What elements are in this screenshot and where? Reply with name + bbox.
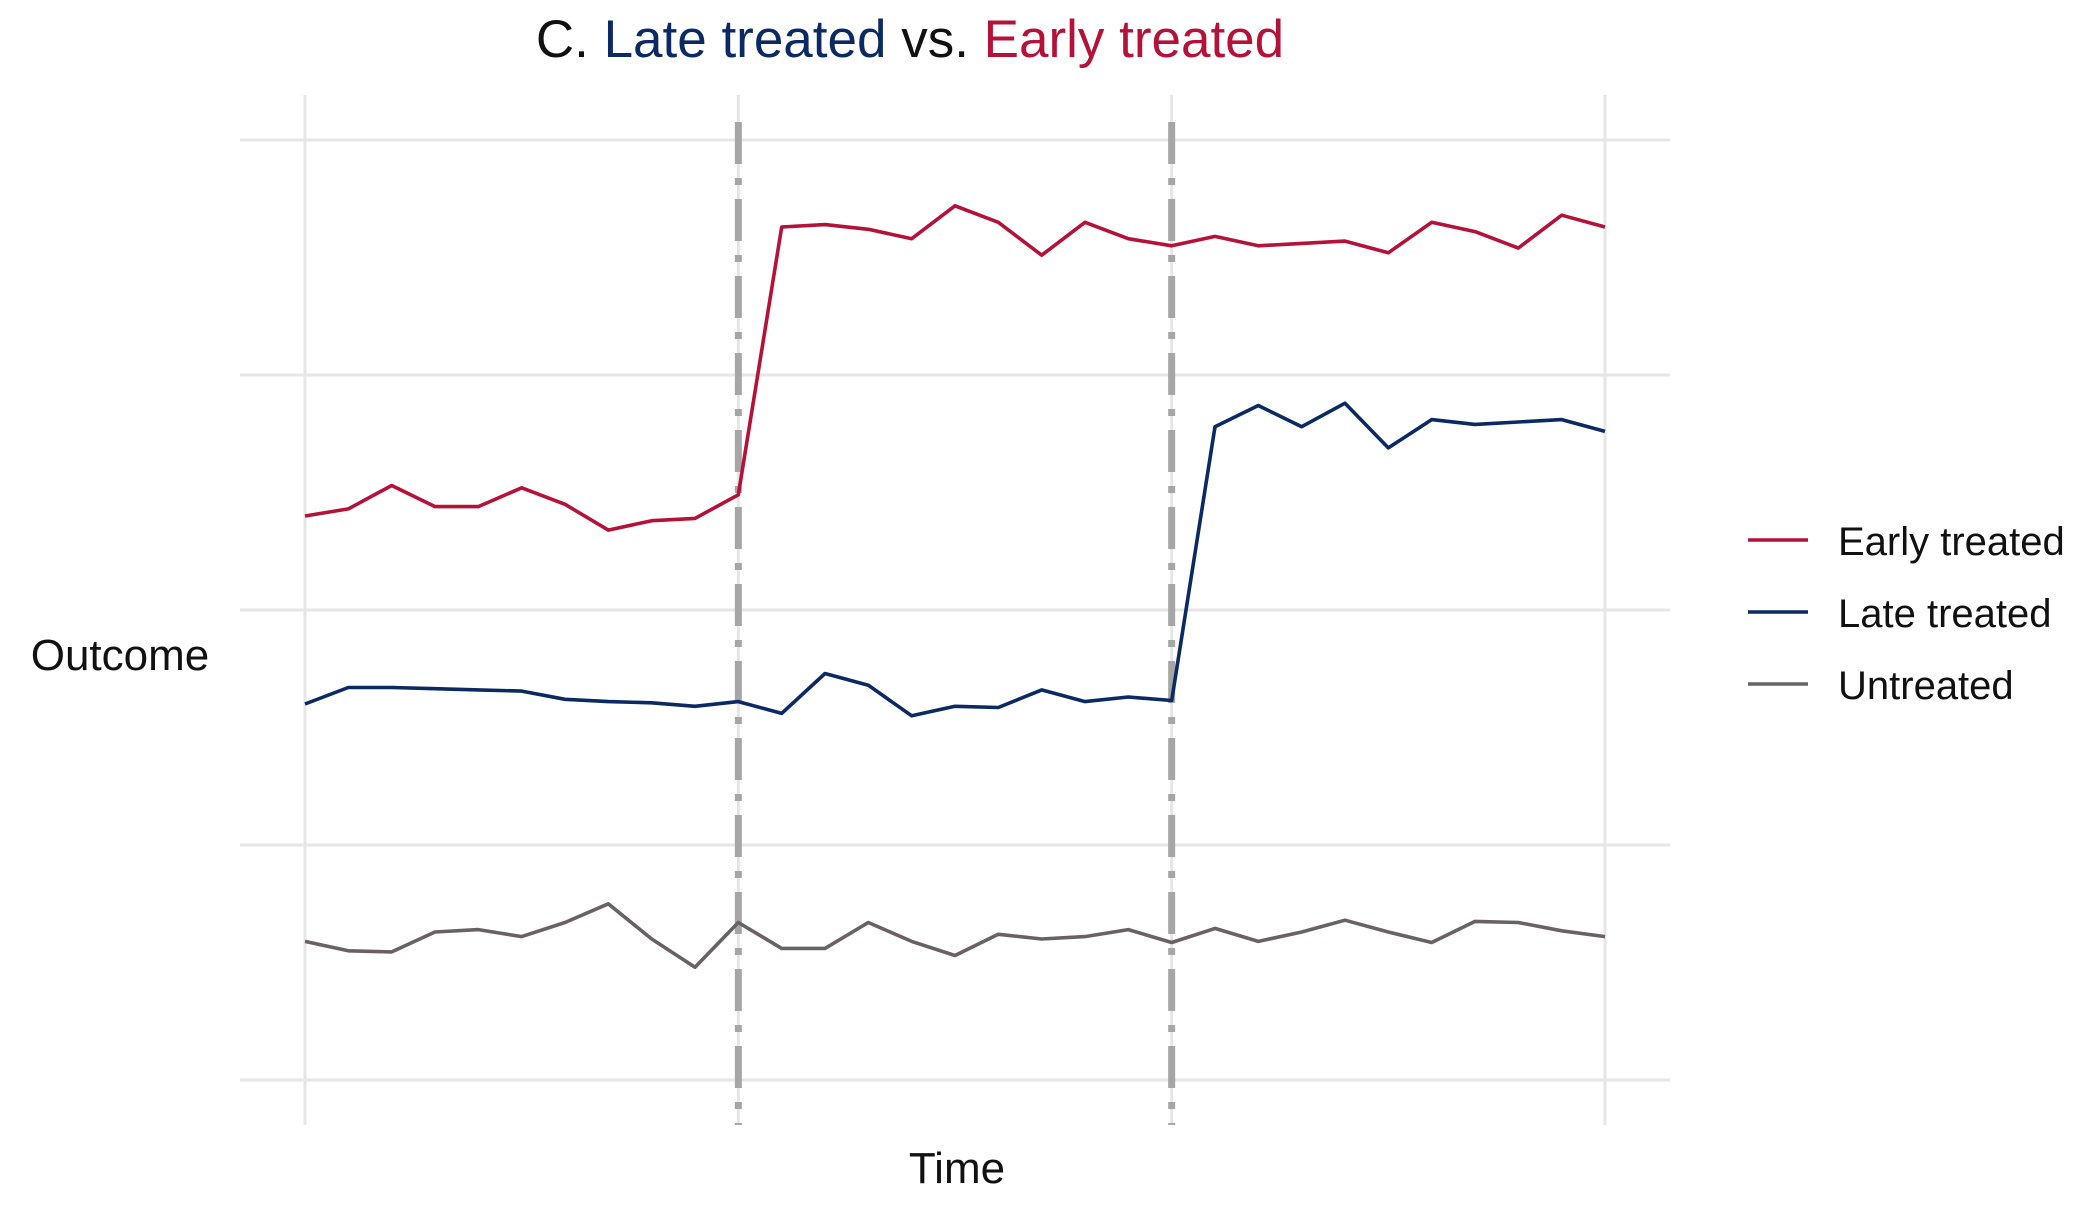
legend-label: Late treated bbox=[1838, 592, 2052, 636]
title-segment: Late treated bbox=[604, 10, 887, 69]
grid-layer bbox=[240, 95, 1670, 1125]
chart-title: C. Late treated vs. Early treated bbox=[536, 10, 1284, 69]
series-line-late-treated bbox=[304, 401, 1606, 718]
legend-label: Untreated bbox=[1838, 664, 2014, 708]
y-axis-label: Outcome bbox=[31, 631, 210, 680]
x-axis-label: Time bbox=[909, 1144, 1005, 1193]
series-layer bbox=[304, 204, 1606, 970]
legend: Early treated Late treated Untreated bbox=[1748, 520, 2065, 708]
title-segment: C. bbox=[536, 10, 604, 69]
title-segment: Early treated bbox=[984, 10, 1284, 69]
title-segment: vs. bbox=[886, 10, 983, 69]
series-line-untreated bbox=[304, 901, 1606, 970]
legend-label: Early treated bbox=[1838, 520, 2065, 564]
treatment-lines-layer bbox=[734, 122, 1176, 1125]
series-line-early-treated bbox=[304, 204, 1606, 532]
